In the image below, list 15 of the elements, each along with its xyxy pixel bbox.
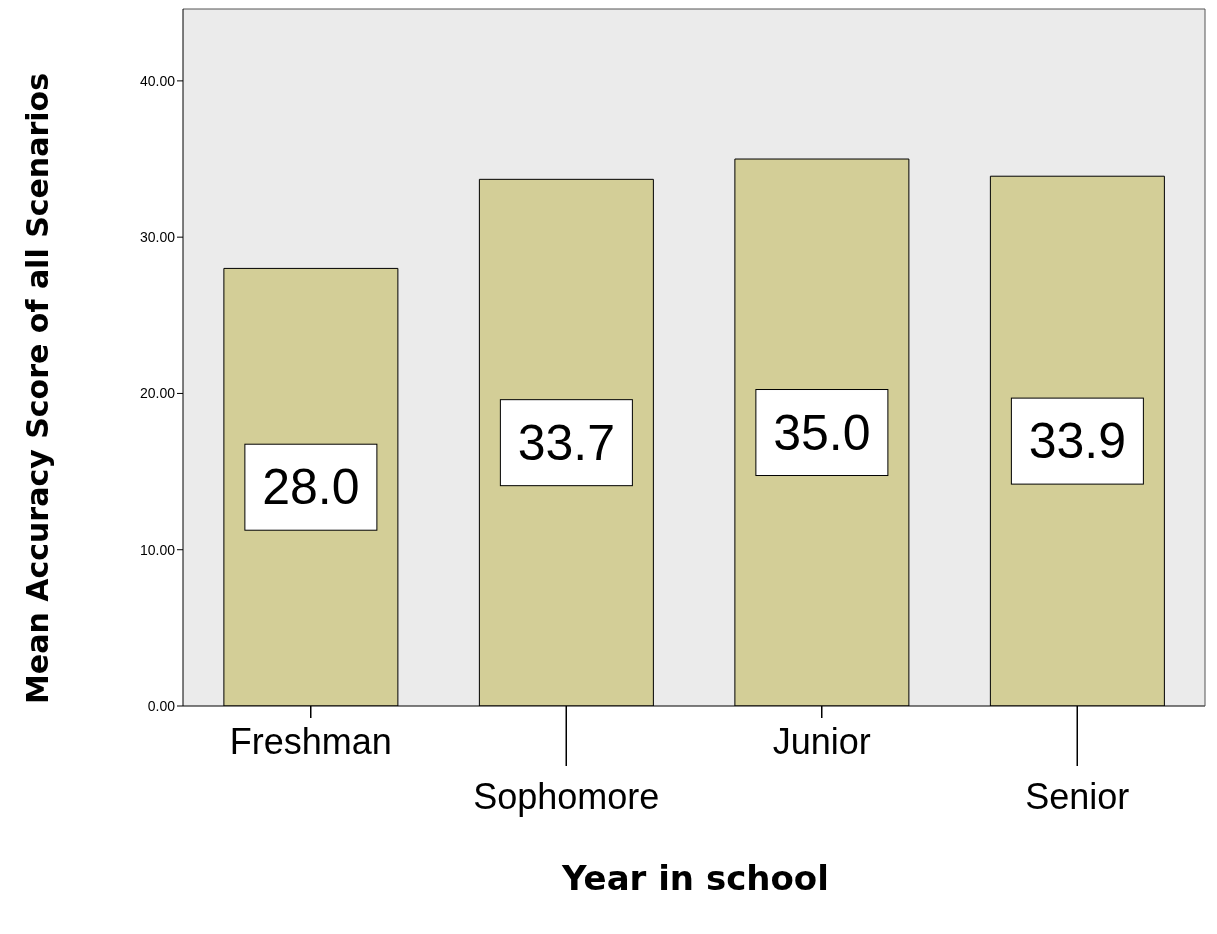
x-tick-label: Freshman <box>229 721 392 762</box>
x-tick-label: Sophomore <box>473 776 660 817</box>
y-tick-label: 20.00 <box>139 385 176 402</box>
y-tick-label: 10.00 <box>139 541 176 558</box>
y-tick-label: 0.00 <box>147 697 176 714</box>
data-label: 28.0 <box>262 459 360 516</box>
x-tick-label: Junior <box>772 721 871 762</box>
data-label: 33.7 <box>517 414 616 471</box>
x-axis-title: Year in school <box>561 858 830 898</box>
data-label: 35.0 <box>773 404 871 461</box>
data-label: 33.9 <box>1028 413 1127 470</box>
x-tick-label: Senior <box>1025 776 1130 817</box>
y-tick-label: 30.00 <box>139 229 176 246</box>
y-tick-label: 40.00 <box>139 72 176 89</box>
y-axis-title: Mean Accuracy Score of all Scenarios <box>20 72 56 704</box>
